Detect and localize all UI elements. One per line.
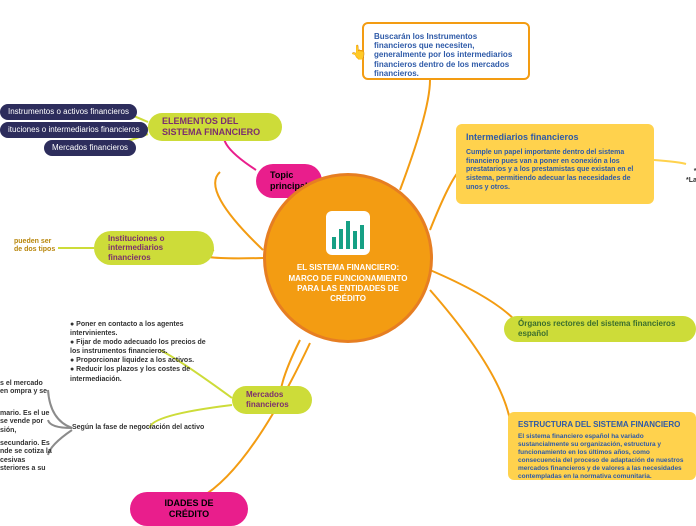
estructura-title: ESTRUCTURA DEL SISTEMA FINANCIERO [518,420,686,430]
frag-secundario: secundario. Es nde se cotiza la cesivas … [0,440,52,474]
instituciones-label: Instituciones o intermediarios financier… [108,234,200,263]
estructura-body: El sistema financiero español ha variado… [518,433,686,482]
idades-node: IDADES DE CRÉDITO [130,492,248,526]
bullet-item: ● Proporcionar liquidez a los activos. [70,356,210,365]
chart-icon [326,211,370,255]
organos-node: Órganos rectores del sistema financieros… [504,316,696,342]
bullet-list: ● Poner en contacto a los agentes interv… [70,320,210,384]
mercados-node: Mercados financieros [232,386,312,414]
intermediarios-body: Cumple un papel importante dentro del si… [466,149,644,193]
idades-label: IDADES DE CRÉDITO [164,498,213,519]
elementos-node: ELEMENTOS DEL SISTEMA FINANCIERO [148,113,282,141]
center-title: EL SISTEMA FINANCIERO: MARCO DE FUNCIONA… [266,263,430,305]
buscaran-box: 👆 Buscarán los Instrumentos financieros … [362,22,530,80]
mindmap-canvas: EL SISTEMA FINANCIERO: MARCO DE FUNCIONA… [0,0,696,520]
instituciones-node: Instituciones o intermediarios financier… [94,231,214,265]
pueden-tipos-text: pueden ser de dos tipos [14,238,58,255]
elementos-label: ELEMENTOS DEL SISTEMA FINANCIERO [162,116,268,138]
la-la-text: *La *La [686,160,696,194]
mercados-pill: Mercados financieros [44,140,136,156]
frag-mario: mario. Es el ue se vende por sión, [0,410,52,435]
buscaran-text: Buscarán los Instrumentos financieros qu… [374,32,518,78]
ituciones-pill: ituciones o intermediarios financieros [0,122,148,138]
mercados-label: Mercados financieros [246,390,298,409]
organos-label: Órganos rectores del sistema financieros… [518,319,682,338]
bullet-item: ● Fijar de modo adecuado los precios de … [70,338,210,356]
frag-mercado: s el mercado en ompra y se [0,380,52,397]
bullet-item: ● Reducir los plazos y los costes de int… [70,365,210,383]
estructura-box: ESTRUCTURA DEL SISTEMA FINANCIERO El sis… [508,412,696,480]
intermediarios-box: Intermediarios financieros Cumple un pap… [456,124,654,204]
center-node: EL SISTEMA FINANCIERO: MARCO DE FUNCIONA… [263,173,433,343]
instrumentos-pill: Instrumentos o activos financieros [0,104,137,120]
intermediarios-title: Intermediarios financieros [466,132,644,143]
segun-fase-text: Según la fase de negociación del activo [72,424,232,432]
hand-icon: 👆 [350,44,367,61]
bullet-item: ● Poner en contacto a los agentes interv… [70,320,210,338]
